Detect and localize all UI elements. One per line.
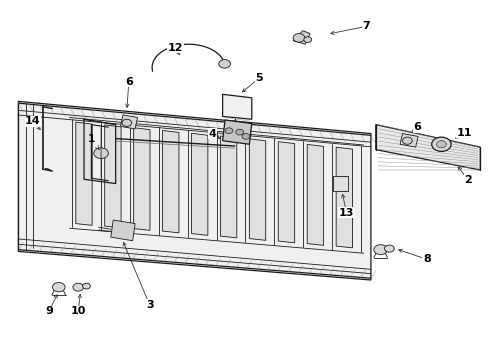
Circle shape xyxy=(52,283,65,292)
Polygon shape xyxy=(375,125,479,170)
Polygon shape xyxy=(120,115,137,129)
Text: 2: 2 xyxy=(463,175,471,185)
Circle shape xyxy=(73,283,83,291)
Circle shape xyxy=(122,119,131,126)
Text: 9: 9 xyxy=(45,306,53,316)
Polygon shape xyxy=(278,141,294,243)
Text: 8: 8 xyxy=(422,254,430,264)
Text: 11: 11 xyxy=(456,128,471,138)
Circle shape xyxy=(436,141,446,148)
Polygon shape xyxy=(111,220,135,241)
Text: 1: 1 xyxy=(87,135,99,149)
Circle shape xyxy=(431,137,450,152)
Circle shape xyxy=(242,134,249,139)
Text: 6: 6 xyxy=(412,122,420,132)
Polygon shape xyxy=(399,134,417,147)
Polygon shape xyxy=(220,136,236,238)
Polygon shape xyxy=(19,102,370,280)
Text: 7: 7 xyxy=(362,21,369,31)
Circle shape xyxy=(82,283,90,289)
Polygon shape xyxy=(335,147,352,248)
Text: 13: 13 xyxy=(338,208,354,218)
Text: 10: 10 xyxy=(70,306,86,316)
Polygon shape xyxy=(191,133,207,235)
Circle shape xyxy=(235,129,243,135)
Polygon shape xyxy=(76,122,92,225)
Text: 3: 3 xyxy=(145,300,153,310)
Circle shape xyxy=(373,245,386,255)
Bar xyxy=(332,176,347,191)
Polygon shape xyxy=(162,130,179,233)
Text: 12: 12 xyxy=(167,43,183,53)
Circle shape xyxy=(224,128,232,134)
Polygon shape xyxy=(306,144,323,245)
Polygon shape xyxy=(222,94,251,119)
Polygon shape xyxy=(249,139,265,240)
Text: 5: 5 xyxy=(255,73,263,83)
Circle shape xyxy=(218,59,230,68)
Circle shape xyxy=(384,245,393,252)
Polygon shape xyxy=(222,120,251,144)
Text: 14: 14 xyxy=(25,116,41,126)
Circle shape xyxy=(303,37,311,42)
Text: 6: 6 xyxy=(124,77,132,87)
Circle shape xyxy=(292,33,304,42)
Circle shape xyxy=(402,137,411,144)
Polygon shape xyxy=(133,128,150,230)
Text: 4: 4 xyxy=(208,129,216,139)
Polygon shape xyxy=(292,31,309,44)
Polygon shape xyxy=(104,125,121,228)
Circle shape xyxy=(94,148,108,158)
